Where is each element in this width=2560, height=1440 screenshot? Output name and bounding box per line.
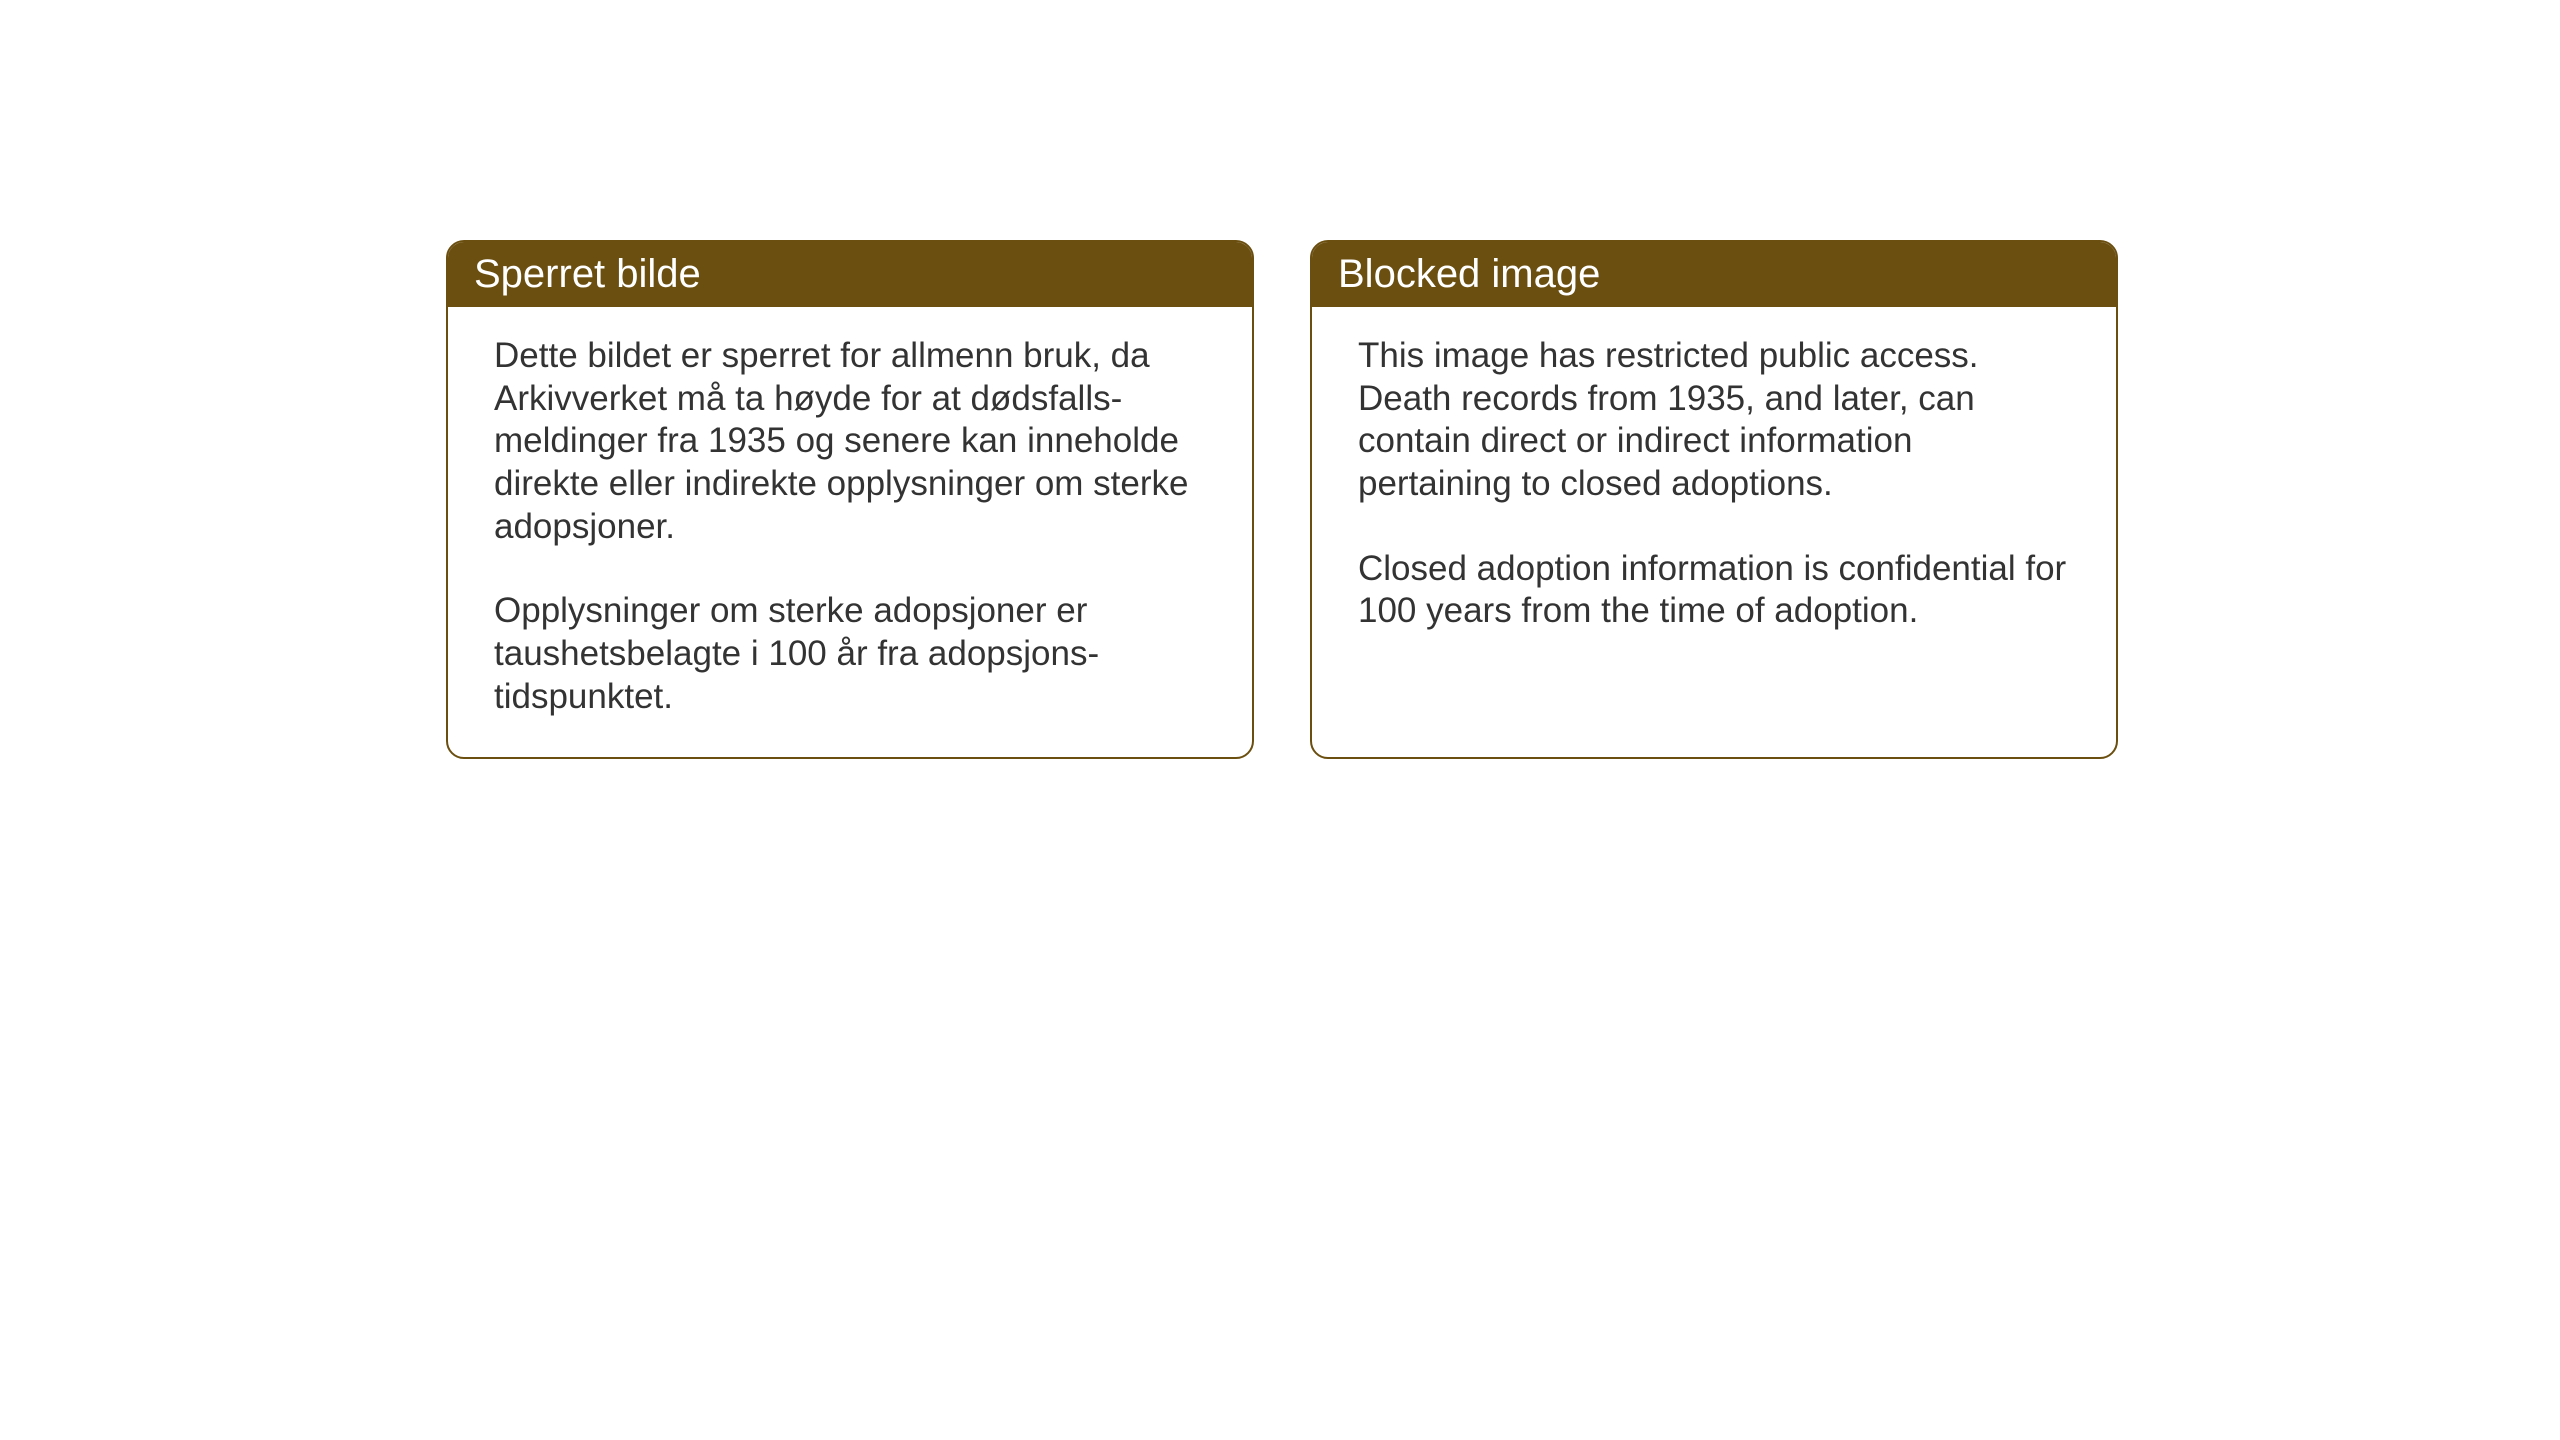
card-container: Sperret bilde Dette bildet er sperret fo… [446, 240, 2118, 759]
english-paragraph-1: This image has restricted public access.… [1358, 335, 2070, 506]
norwegian-paragraph-2: Opplysninger om sterke adopsjoner er tau… [494, 590, 1206, 718]
norwegian-card: Sperret bilde Dette bildet er sperret fo… [446, 240, 1254, 759]
norwegian-card-title: Sperret bilde [448, 242, 1252, 307]
english-paragraph-2: Closed adoption information is confident… [1358, 548, 2070, 633]
norwegian-card-body: Dette bildet er sperret for allmenn bruk… [448, 307, 1252, 757]
english-card: Blocked image This image has restricted … [1310, 240, 2118, 759]
english-card-body: This image has restricted public access.… [1312, 307, 2116, 671]
english-card-title: Blocked image [1312, 242, 2116, 307]
norwegian-paragraph-1: Dette bildet er sperret for allmenn bruk… [494, 335, 1206, 548]
